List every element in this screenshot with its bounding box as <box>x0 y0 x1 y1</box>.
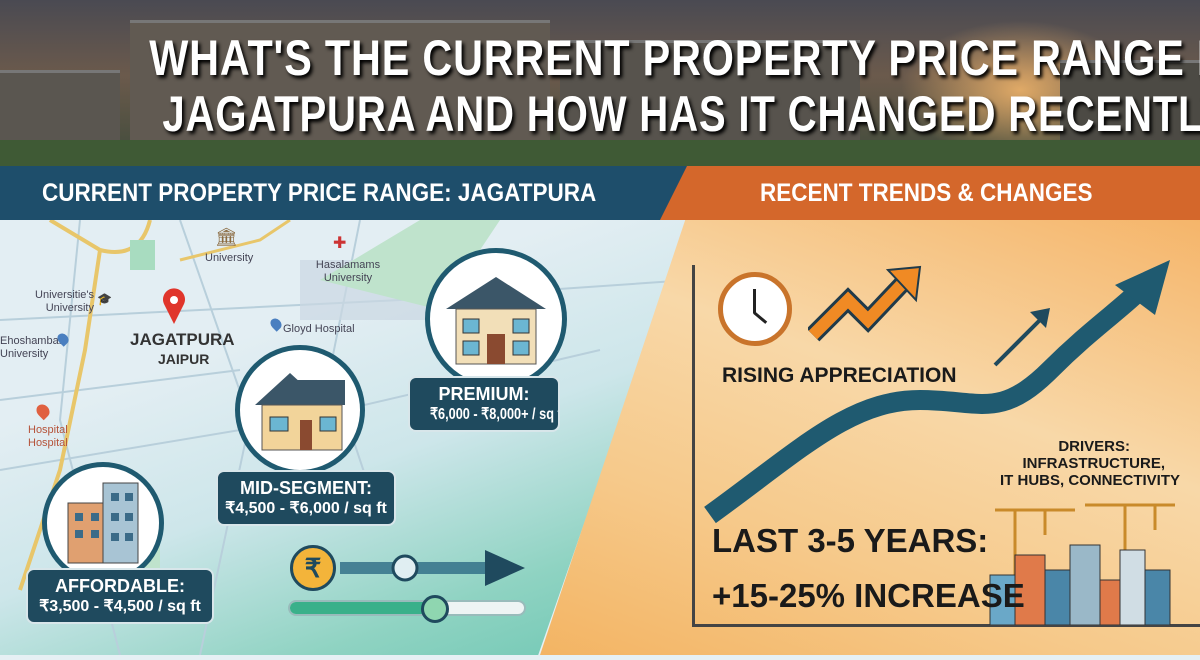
segment-price: ₹3,500 - ₹4,500 / sq ft <box>39 598 201 615</box>
premium-house-illustration <box>425 248 567 390</box>
map-label-gloyd-hospital: Gloyd Hospital <box>283 323 355 335</box>
rupee-icon: ₹ <box>290 545 336 591</box>
map-label-ehoshambar: Ehoshambar University <box>0 335 63 360</box>
chart-y-axis <box>692 265 695 627</box>
increase-label: +15-25% INCREASE <box>712 577 1025 614</box>
drivers-line: INFRASTRUCTURE, <box>1022 455 1166 472</box>
rising-appreciation-label: RISING APPRECIATION <box>722 364 957 387</box>
house-icon <box>255 373 345 451</box>
price-slider-knob[interactable] <box>421 595 449 623</box>
segment-price: ₹6,000 - ₹8,000+ / sq ft <box>429 406 560 423</box>
hospital-icon: ✚ <box>333 235 347 252</box>
university-icon: 🏛 <box>215 227 238 247</box>
trees <box>0 140 1200 168</box>
drivers-heading: DRIVERS: <box>1058 438 1130 455</box>
chart-x-axis <box>692 624 1200 627</box>
clock-icon <box>718 272 792 346</box>
mid-segment-house-illustration <box>235 345 365 475</box>
page-title: WHAT'S THE CURRENT PROPERTY PRICE RANGE … <box>55 30 1200 142</box>
map-label-universities: Universitie's University <box>35 289 94 314</box>
segment-name: PREMIUM: <box>438 384 530 404</box>
mid-segment-price-label: MID-SEGMENT: ₹4,500 - ₹6,000 / sq ft <box>216 470 396 526</box>
cityscape-cranes-illustration <box>989 503 1175 625</box>
right-header-text: RECENT TRENDS & CHANGES <box>760 179 1093 207</box>
map-label-hospital: Hospital Hospital <box>28 424 68 449</box>
drivers-line: IT HUBS, CONNECTIVITY <box>999 472 1180 489</box>
price-slider-track[interactable] <box>288 600 526 616</box>
left-header-text: CURRENT PROPERTY PRICE RANGE: JAGATPURA <box>42 179 597 207</box>
location-pin-icon <box>163 288 185 324</box>
map-label-hasalamams: Hasalamams University <box>315 259 381 284</box>
villa-icon <box>446 277 546 365</box>
title-line-1: WHAT'S THE CURRENT PROPERTY PRICE RANGE … <box>149 30 1200 86</box>
arrow-icon <box>340 550 525 586</box>
segment-name: AFFORDABLE: <box>55 576 185 596</box>
title-line-2: JAGATPURA AND HOW HAS IT CHANGED RECENTL… <box>162 86 1200 142</box>
premium-price-label: PREMIUM: ₹6,000 - ₹8,000+ / sq ft <box>408 376 560 432</box>
apartment-icon <box>67 482 139 564</box>
left-section-header <box>0 166 690 220</box>
affordable-price-label: AFFORDABLE: ₹3,500 - ₹4,500 / sq ft <box>26 568 214 624</box>
growth-curve-arrow <box>704 260 1170 524</box>
segment-price: ₹4,500 - ₹6,000 / sq ft <box>225 500 387 517</box>
map-label-university: University <box>205 252 254 264</box>
city-name: JAIPUR <box>158 351 210 367</box>
right-section-header <box>660 166 1200 220</box>
location-name: JAGATPURA <box>130 330 235 349</box>
segment-name: MID-SEGMENT: <box>240 478 372 498</box>
header-banner <box>0 0 1200 168</box>
drivers-text: DRIVERS: INFRASTRUCTURE, IT HUBS, CONNEC… <box>960 438 1180 489</box>
graduation-cap-icon: 🎓 <box>97 292 112 306</box>
affordable-apartment-illustration <box>42 462 164 584</box>
period-label: LAST 3-5 YEARS: <box>712 522 989 559</box>
trending-up-arrow-icon <box>808 265 922 342</box>
price-slider-fill <box>290 602 431 614</box>
